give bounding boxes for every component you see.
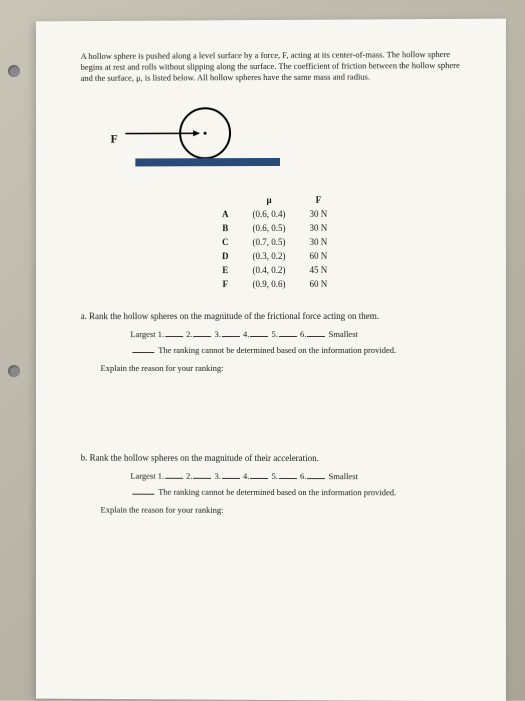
- blank[interactable]: [132, 494, 154, 495]
- table-row: F(0.9, 0.6)60 N: [210, 277, 339, 291]
- table-header-row: μ F: [210, 193, 339, 207]
- blank[interactable]: [222, 336, 240, 337]
- ranking-line-b: Largest 1. 2. 3. 4. 5. 6. Smallest: [130, 471, 465, 482]
- question-b: b. Rank the hollow spheres on the magnit…: [81, 453, 466, 464]
- table-row: E(0.4, 0.2)45 N: [210, 263, 339, 277]
- blank[interactable]: [307, 336, 325, 337]
- smallest-label: Smallest: [329, 471, 358, 481]
- sphere-diagram-svg: [120, 103, 280, 174]
- cannot-determine-b: The ranking cannot be determined based o…: [130, 487, 465, 498]
- blank[interactable]: [132, 352, 154, 353]
- col-label: [210, 193, 240, 207]
- ranking-line-a: Largest 1. 2. 3. 4. 5. 6. Smallest: [130, 329, 465, 339]
- blank[interactable]: [279, 336, 297, 337]
- problem-statement: A hollow sphere is pushed along a level …: [81, 49, 466, 84]
- col-force: F: [298, 193, 340, 207]
- table-row: D(0.3, 0.2)60 N: [210, 249, 339, 263]
- table-row: C(0.7, 0.5)30 N: [210, 235, 339, 249]
- blank[interactable]: [193, 478, 211, 479]
- force-label: F: [110, 131, 117, 146]
- smallest-label: Smallest: [329, 329, 358, 339]
- col-mu: μ: [241, 193, 298, 207]
- data-table: μ F A(0.6, 0.4)30 N B(0.6, 0.5)30 N C(0.…: [210, 193, 339, 291]
- blank[interactable]: [222, 478, 240, 479]
- blank[interactable]: [165, 478, 183, 479]
- largest-label: Largest: [130, 471, 155, 481]
- cannot-determine-a: The ranking cannot be determined based o…: [130, 345, 465, 355]
- blank[interactable]: [250, 478, 268, 479]
- table-row: B(0.6, 0.5)30 N: [210, 221, 339, 235]
- question-a: a. Rank the hollow spheres on the magnit…: [81, 311, 466, 321]
- blank[interactable]: [279, 478, 297, 479]
- explain-a: Explain the reason for your ranking:: [101, 363, 466, 373]
- table-row: A(0.6, 0.4)30 N: [210, 207, 339, 221]
- blank[interactable]: [193, 336, 211, 337]
- worksheet-page: A hollow sphere is pushed along a level …: [36, 19, 506, 701]
- blank[interactable]: [165, 336, 183, 337]
- largest-label: Largest: [130, 329, 155, 339]
- explain-b: Explain the reason for your ranking:: [101, 505, 466, 516]
- force-diagram: F: [110, 102, 465, 173]
- blank[interactable]: [250, 336, 268, 337]
- blank[interactable]: [307, 478, 325, 479]
